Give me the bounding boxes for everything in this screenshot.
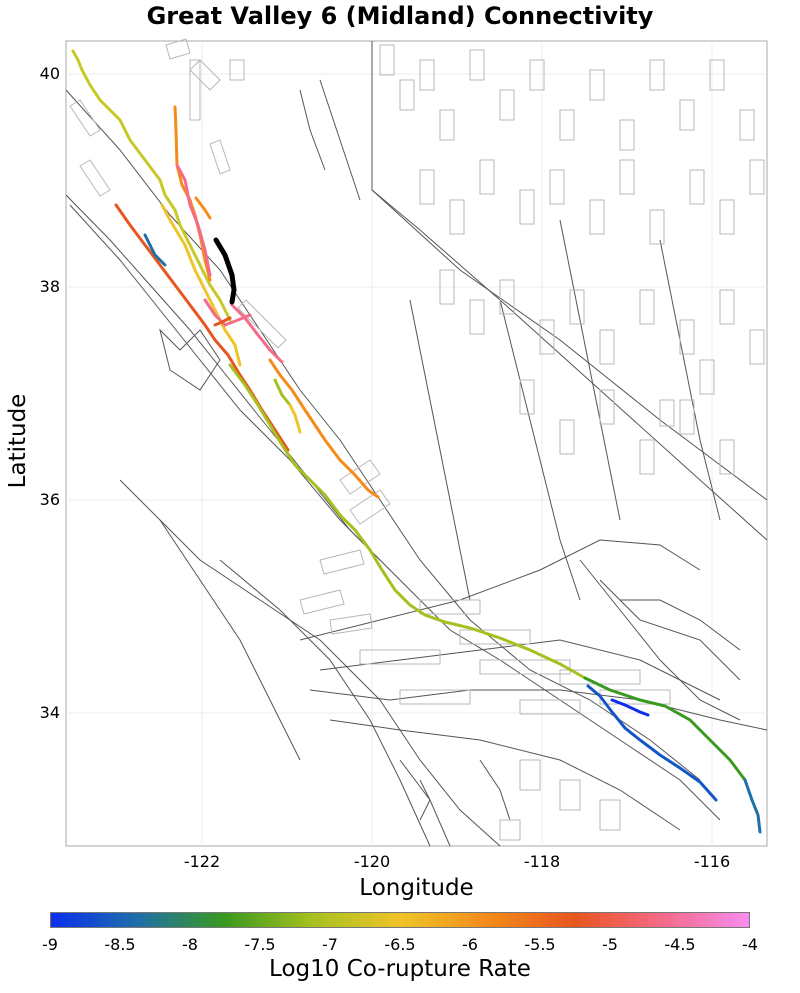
section-main-trunk	[228, 363, 587, 680]
section-yellow-mid	[160, 203, 242, 367]
section-green-short	[273, 378, 292, 407]
colorbar-tick: -6	[462, 935, 478, 954]
section-blue-deep	[610, 698, 650, 717]
y-axis-label: Latitude	[5, 393, 31, 489]
source-section-great-valley-6	[213, 237, 237, 305]
x-axis-label: Longitude	[359, 875, 474, 901]
colorbar-tick: -5.5	[524, 935, 556, 954]
colorbar-tick: -4	[742, 935, 758, 954]
x-tick: -116	[693, 852, 731, 871]
section-red-mid	[213, 316, 232, 327]
colorbar-tick: -8.5	[104, 935, 136, 954]
y-tick: 38	[39, 277, 60, 296]
section-green-south	[583, 676, 747, 782]
section-orange-short	[194, 196, 212, 220]
section-pink-east	[230, 303, 284, 364]
section-orange-east	[268, 358, 380, 499]
colorbar-tick: -7	[322, 935, 338, 954]
x-tick: -120	[353, 852, 391, 871]
section-northwest-valley	[71, 49, 232, 322]
fault-dip-surfaces	[69, 38, 765, 841]
colorbar-tick: -8	[182, 935, 198, 954]
section-pink-mid	[203, 298, 252, 327]
corupture-sections	[71, 49, 762, 834]
colorbar	[50, 912, 750, 928]
section-pink-north	[175, 163, 212, 277]
x-tick: -118	[523, 852, 561, 871]
section-blue-small	[143, 233, 167, 267]
colorbar-tick: -7.5	[244, 935, 276, 954]
x-tick: -122	[183, 852, 221, 871]
plot-frame	[65, 40, 768, 847]
colorbar-tick: -5	[602, 935, 618, 954]
y-tick: 34	[39, 703, 60, 722]
colorbar-label: Log10 Co-rupture Rate	[269, 956, 531, 982]
colorbar-tick: -4.5	[664, 935, 696, 954]
colorbar-tick: -6.5	[384, 935, 416, 954]
section-blue-south	[586, 684, 718, 802]
colorbar-tick: -9	[42, 935, 58, 954]
section-yellow-short	[288, 403, 302, 434]
y-tick: 36	[39, 490, 60, 509]
section-teal-south	[743, 778, 762, 834]
y-tick: 40	[39, 64, 60, 83]
map-title: Great Valley 6 (Midland) Connectivity	[146, 2, 654, 30]
